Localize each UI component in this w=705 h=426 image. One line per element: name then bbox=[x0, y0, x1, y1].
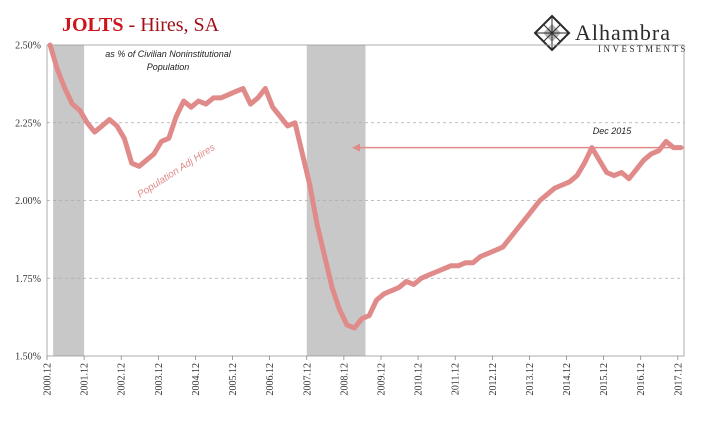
marker-arrow-head bbox=[352, 143, 360, 152]
x-tick-label: 2010.12 bbox=[414, 363, 425, 396]
diamond-lattice-icon bbox=[533, 14, 571, 52]
x-tick-label: 2001.12 bbox=[80, 363, 91, 396]
x-tick-label: 2015.12 bbox=[599, 363, 610, 396]
y-tick-label: 2.25% bbox=[15, 118, 41, 129]
x-tick-label: 2003.12 bbox=[154, 363, 165, 396]
x-tick-label: 2005.12 bbox=[228, 363, 239, 396]
x-tick-label: 2017.12 bbox=[673, 363, 684, 396]
x-tick-label: 2006.12 bbox=[265, 363, 276, 396]
chart-title-rest: - Hires, SA bbox=[124, 14, 220, 36]
subtitle-line-1: as % of Civilian Noninstitutional bbox=[105, 49, 232, 59]
marker-label: Dec 2015 bbox=[593, 126, 633, 136]
series-label: Population Adj Hires bbox=[136, 142, 218, 200]
y-tick-label: 2.00% bbox=[15, 196, 41, 207]
x-tick-label: 2013.12 bbox=[525, 363, 536, 396]
x-tick-label: 2007.12 bbox=[302, 363, 313, 396]
y-axis-ticks: 1.50% 1.75% 2.00% 2.25% 2.50% bbox=[15, 41, 41, 363]
chart-title: JOLTS - Hires, SA bbox=[62, 14, 220, 36]
logo-name: Alhambra bbox=[575, 20, 671, 45]
x-tick-label: 2009.12 bbox=[376, 363, 387, 396]
logo-sub: INVESTMENTS bbox=[598, 44, 688, 54]
x-tick-label: 2008.12 bbox=[339, 363, 350, 396]
subtitle-line-2: Population bbox=[147, 62, 190, 72]
x-axis-ticks: 2000.12 2001.12 2002.12 2003.12 2004.12 2005.… bbox=[43, 356, 684, 396]
series-line-1 bbox=[47, 42, 684, 331]
gridlines bbox=[47, 122, 684, 279]
x-tick-label: 2004.12 bbox=[191, 363, 202, 396]
series-layer bbox=[47, 42, 684, 331]
x-tick-label: 2011.12 bbox=[451, 363, 462, 395]
y-tick-label: 1.75% bbox=[15, 274, 41, 285]
x-tick-label: 2000.12 bbox=[43, 363, 54, 396]
dec-2015-marker bbox=[352, 143, 684, 152]
y-tick-label: 2.50% bbox=[15, 41, 41, 52]
y-tick-label: 1.50% bbox=[15, 352, 41, 363]
plot-frame bbox=[46, 44, 685, 357]
x-tick-label: 2016.12 bbox=[636, 363, 647, 396]
x-tick-label: 2002.12 bbox=[117, 363, 128, 396]
chart-title-strong: JOLTS bbox=[62, 14, 124, 36]
alhambra-logo: Alhambra INVESTMENTS bbox=[533, 14, 688, 54]
x-tick-label: 2012.12 bbox=[488, 363, 499, 396]
x-tick-label: 2014.12 bbox=[562, 363, 573, 396]
